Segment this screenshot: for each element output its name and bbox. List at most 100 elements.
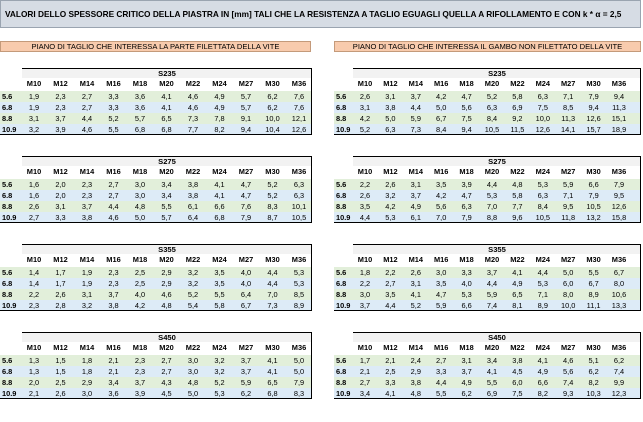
table-cell[interactable]: 2,9 [161, 268, 172, 277]
table-cell[interactable]: 2,3 [55, 92, 66, 101]
table-cell[interactable]: 7,9 [588, 92, 599, 101]
table-cell[interactable]: 9,3 [563, 389, 574, 398]
table-cell[interactable]: 5,5 [486, 378, 498, 387]
table-cell[interactable]: 7,9 [293, 378, 305, 387]
table-cell[interactable]: 4,5 [512, 367, 523, 376]
table-cell[interactable]: 6,2 [267, 103, 278, 112]
table-cell[interactable]: 7,9 [613, 180, 625, 189]
table-cell[interactable]: 4,4 [81, 114, 93, 123]
table-cell[interactable]: 7,1 [563, 92, 574, 101]
table-cell[interactable]: 6,3 [486, 103, 498, 112]
table-cell[interactable]: 7,6 [293, 92, 305, 101]
table-cell[interactable]: 5,9 [486, 290, 498, 299]
table-cell[interactable]: 8,4 [537, 202, 548, 211]
table-cell[interactable]: 6,2 [240, 389, 252, 398]
table-cell[interactable]: 3,7 [486, 268, 498, 277]
table-cell[interactable]: 4,4 [108, 202, 119, 211]
table-cell[interactable]: 14,1 [560, 125, 576, 134]
table-cell[interactable]: 3,8 [512, 356, 523, 365]
table-cell[interactable]: 4,4 [486, 180, 498, 189]
table-cell[interactable]: 9,4 [588, 103, 599, 112]
table-cell[interactable]: 6,2 [267, 92, 278, 101]
table-cell[interactable]: 9,9 [613, 378, 625, 387]
table-cell[interactable]: 6,6 [537, 378, 548, 387]
table-cell[interactable]: 2,7 [81, 92, 93, 101]
table-cell[interactable]: 10,0 [265, 114, 280, 123]
table-cell[interactable]: 2,6 [410, 268, 421, 277]
table-cell[interactable]: 5,1 [588, 356, 599, 365]
table-cell[interactable]: 2,7 [81, 103, 93, 112]
table-cell[interactable]: 2,3 [134, 367, 146, 376]
table-cell[interactable]: 11,5 [510, 125, 525, 134]
table-cell[interactable]: 10,5 [586, 202, 601, 211]
table-cell[interactable]: 9,5 [613, 191, 625, 200]
table-cell[interactable]: 2,0 [55, 191, 66, 200]
table-cell[interactable]: 5,9 [436, 301, 447, 310]
table-cell[interactable]: 5,3 [293, 279, 305, 288]
table-cell[interactable]: 4,1 [214, 180, 225, 189]
table-cell[interactable]: 4,7 [461, 92, 472, 101]
table-cell[interactable]: 3,8 [187, 191, 199, 200]
table-cell[interactable]: 11,3 [612, 103, 626, 112]
table-cell[interactable]: 3,1 [55, 202, 66, 211]
table-cell[interactable]: 6,1 [187, 202, 199, 211]
table-cell[interactable]: 2,3 [55, 103, 66, 112]
table-cell[interactable]: 4,2 [436, 191, 447, 200]
table-cell[interactable]: 8,3 [267, 202, 278, 211]
table-cell[interactable]: 5,3 [461, 290, 472, 299]
table-cell[interactable]: 6,6 [461, 301, 472, 310]
table-cell[interactable]: 10,0 [560, 301, 576, 310]
table-cell[interactable]: 2,3 [108, 279, 119, 288]
table-cell[interactable]: 4,9 [214, 92, 225, 101]
table-cell[interactable]: 15,1 [611, 114, 627, 123]
table-cell[interactable]: 3,1 [410, 279, 421, 288]
table-cell[interactable]: 5,0 [187, 389, 199, 398]
table-cell[interactable]: 5,5 [108, 125, 119, 134]
table-cell[interactable]: 3,9 [55, 125, 66, 134]
table-cell[interactable]: 5,2 [214, 378, 225, 387]
table-cell[interactable]: 1,9 [28, 103, 40, 112]
table-cell[interactable]: 6,1 [410, 213, 421, 222]
table-cell[interactable]: 3,5 [436, 279, 447, 288]
table-cell[interactable]: 2,7 [161, 356, 172, 365]
table-cell[interactable]: 7,9 [240, 213, 252, 222]
table-cell[interactable]: 5,0 [293, 356, 305, 365]
table-cell[interactable]: 6,9 [486, 389, 498, 398]
table-cell[interactable]: 3,8 [81, 213, 93, 222]
table-cell[interactable]: 1,3 [28, 367, 40, 376]
table-cell[interactable]: 3,1 [410, 180, 421, 189]
table-cell[interactable]: 6,5 [512, 290, 523, 299]
table-cell[interactable]: 2,6 [385, 180, 396, 189]
table-cell[interactable]: 5,5 [588, 268, 599, 277]
table-cell[interactable]: 1,4 [28, 268, 40, 277]
table-cell[interactable]: 5,8 [512, 191, 523, 200]
table-cell[interactable]: 3,8 [385, 103, 396, 112]
table-cell[interactable]: 2,9 [410, 367, 421, 376]
table-cell[interactable]: 5,3 [537, 279, 548, 288]
table-cell[interactable]: 3,1 [385, 92, 396, 101]
table-cell[interactable]: 2,9 [81, 378, 93, 387]
table-cell[interactable]: 1,9 [28, 92, 40, 101]
table-cell[interactable]: 1,4 [28, 279, 40, 288]
table-cell[interactable]: 6,9 [512, 103, 523, 112]
table-cell[interactable]: 3,7 [240, 367, 252, 376]
table-cell[interactable]: 7,4 [613, 367, 625, 376]
table-cell[interactable]: 8,4 [486, 114, 498, 123]
table-cell[interactable]: 3,0 [81, 389, 93, 398]
table-cell[interactable]: 7,0 [486, 202, 498, 211]
table-cell[interactable]: 7,7 [187, 125, 199, 134]
table-cell[interactable]: 2,1 [108, 356, 119, 365]
table-cell[interactable]: 10,0 [535, 114, 550, 123]
table-cell[interactable]: 2,7 [436, 356, 447, 365]
table-cell[interactable]: 4,2 [359, 114, 371, 123]
table-cell[interactable]: 3,1 [461, 356, 472, 365]
table-cell[interactable]: 1,5 [55, 367, 66, 376]
table-cell[interactable]: 3,7 [461, 367, 472, 376]
table-cell[interactable]: 18,9 [611, 125, 627, 134]
table-cell[interactable]: 12,6 [291, 125, 307, 134]
table-cell[interactable]: 7,3 [410, 125, 421, 134]
table-cell[interactable]: 12,3 [611, 389, 627, 398]
table-cell[interactable]: 3,4 [486, 356, 498, 365]
table-cell[interactable]: 8,5 [293, 290, 305, 299]
table-cell[interactable]: 4,1 [486, 367, 498, 376]
